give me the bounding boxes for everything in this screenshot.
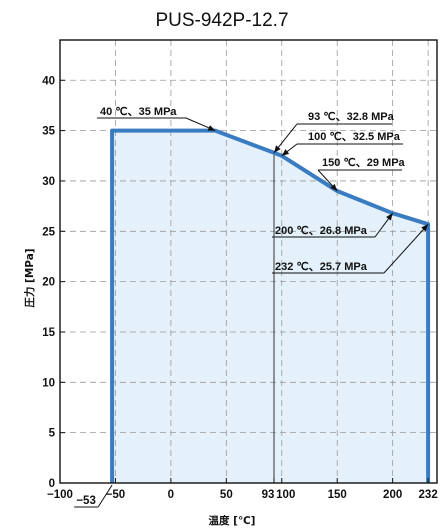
annotation-arrow	[386, 213, 393, 221]
plot-frame	[59, 39, 438, 484]
annotation-arrow	[330, 183, 338, 192]
operating-area	[112, 130, 429, 483]
x-tick-label: 93	[262, 489, 275, 501]
annotation-arrow	[421, 224, 429, 232]
x-tick-label: −100	[47, 489, 73, 501]
annotation-label: 40 ℃、35 MPa	[100, 106, 177, 118]
x-tick-label: 232	[419, 489, 438, 501]
y-tick-label: 10	[42, 377, 55, 389]
x-tick-label: 100	[276, 489, 295, 501]
minus-53-leader	[97, 484, 113, 508]
x-tick-label: 0	[168, 489, 174, 501]
y-tick-label: 20	[42, 277, 55, 289]
annotation-label: 232 ℃、25.7 MPa	[275, 261, 368, 273]
minus-53-label: −53	[76, 495, 96, 507]
y-tick-label: 25	[42, 226, 55, 238]
annotation-arrow	[207, 125, 216, 131]
y-axis-label: 圧力 [MPa]	[23, 248, 36, 307]
x-tick-label: 50	[220, 489, 233, 501]
x-tick-label: 200	[383, 489, 402, 501]
y-tick-label: 35	[42, 126, 55, 138]
annotation-label: 93 ℃、32.8 MPa	[308, 111, 395, 123]
x-tick-label: −50	[106, 489, 126, 501]
chart-title: PUS-942P-12.7	[155, 10, 288, 31]
annotation-label: 100 ℃、32.5 MPa	[308, 131, 401, 143]
annotation-arrow	[274, 145, 281, 153]
annotation-label: 150 ℃、29 MPa	[322, 157, 406, 169]
y-tick-label: 0	[49, 478, 55, 490]
annotation-leader	[383, 223, 429, 274]
annotation-label: 200 ℃、26.8 MPa	[275, 225, 368, 237]
y-tick-label: 5	[49, 428, 56, 440]
y-tick-label: 40	[42, 75, 55, 87]
annotation-arrow	[281, 149, 290, 156]
y-tick-label: 30	[42, 176, 55, 188]
y-tick-label: 15	[42, 327, 55, 339]
x-axis-label: 温度 [℃]	[209, 514, 256, 527]
x-tick-label: 150	[328, 489, 347, 501]
